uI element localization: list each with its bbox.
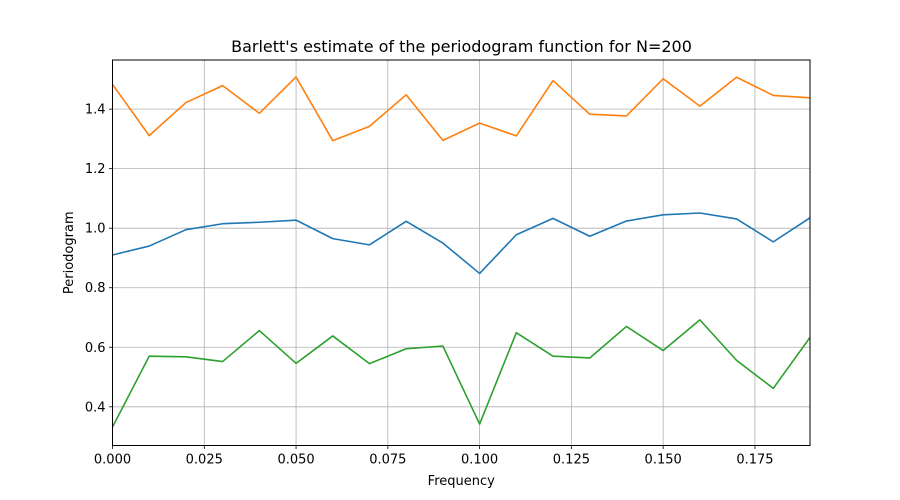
x-tick-label: 0.025 <box>186 453 223 468</box>
series-line-2 <box>111 76 811 142</box>
series-line-1 <box>112 212 811 275</box>
y-axis: 0.4 0.6 0.8 1.0 1.2 1.4 <box>85 103 113 415</box>
x-tick-label: 0.075 <box>369 453 406 468</box>
y-tick-label: 0.6 <box>85 341 106 356</box>
y-tick-label: 1.2 <box>85 162 106 177</box>
y-tick-label: 0.4 <box>85 400 106 415</box>
series-layer <box>111 76 811 428</box>
grid <box>112 60 810 446</box>
plot-frame <box>112 59 811 446</box>
x-tick-label: 0.050 <box>277 453 314 468</box>
series-line-3 <box>111 319 811 428</box>
x-axis-label: Frequency <box>428 474 495 489</box>
x-tick-label: 0.100 <box>461 453 498 468</box>
chart-title: Barlett's estimate of the periodogram fu… <box>231 37 692 56</box>
x-axis: 0.000 0.025 0.050 0.075 0.100 0.125 0.150 0.175 <box>94 445 774 468</box>
y-tick-label: 1.4 <box>85 103 106 118</box>
x-tick-label: 0.125 <box>553 453 590 468</box>
y-tick-label: 0.8 <box>85 281 106 296</box>
y-tick-label: 1.0 <box>85 222 106 237</box>
x-tick-label: 0.000 <box>94 453 131 468</box>
x-tick-label: 0.150 <box>645 453 682 468</box>
y-axis-label: Periodogram <box>62 211 77 294</box>
x-tick-label: 0.175 <box>736 453 773 468</box>
